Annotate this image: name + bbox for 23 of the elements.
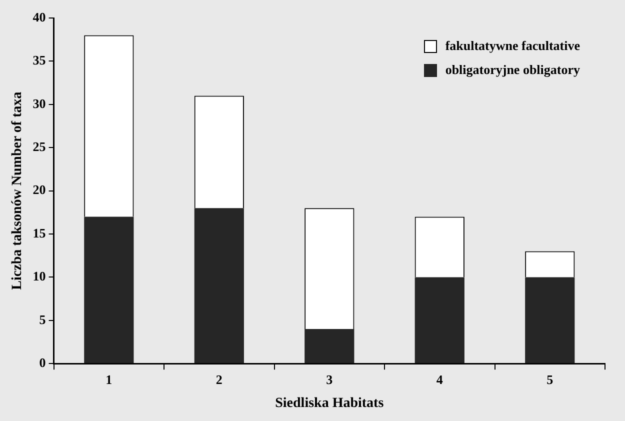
bar	[84, 216, 134, 364]
legend-label: obligatoryjne obligatory	[445, 62, 580, 78]
y-tick-label: 40	[32, 9, 46, 24]
y-axis-title: Liczba taksonów Number of taxa	[10, 92, 26, 290]
y-tick-label: 35	[32, 52, 46, 68]
y-tick-label: 0	[39, 354, 46, 370]
bar	[414, 277, 464, 364]
y-tick-label: 20	[32, 182, 46, 198]
x-axis-title: Siedliska Habitats	[275, 396, 384, 412]
x-tick-label: 4	[436, 372, 444, 387]
y-tick-label: 25	[32, 138, 46, 154]
y-tick-label: 10	[32, 268, 46, 284]
bar	[525, 277, 575, 364]
bar	[194, 208, 244, 364]
x-tick-label: 2	[216, 372, 222, 387]
legend-label: fakultatywne facultative	[445, 38, 580, 54]
y-tick-label: 5	[39, 312, 46, 327]
y-tick-label: 15	[32, 225, 46, 240]
bar	[304, 329, 354, 364]
x-tick-label: 3	[326, 372, 334, 387]
y-tick-label: 30	[32, 96, 46, 111]
x-tick-label: 5	[546, 372, 554, 387]
x-tick-label: 1	[106, 372, 112, 387]
